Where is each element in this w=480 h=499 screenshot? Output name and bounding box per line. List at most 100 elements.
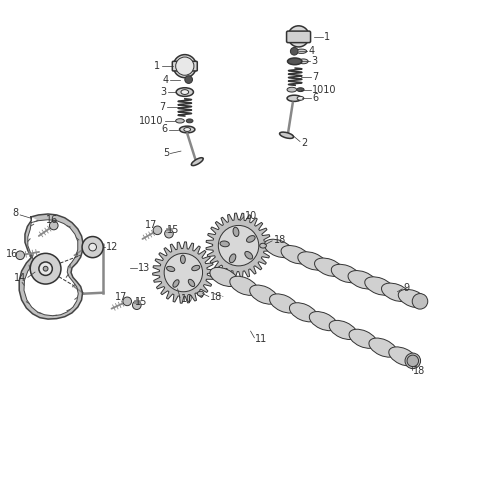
Circle shape — [164, 253, 203, 292]
Text: 6: 6 — [312, 93, 318, 103]
Ellipse shape — [230, 276, 258, 295]
Text: 15: 15 — [167, 226, 179, 236]
Text: 14: 14 — [13, 273, 26, 283]
Ellipse shape — [329, 320, 357, 339]
Ellipse shape — [186, 119, 193, 123]
Circle shape — [49, 221, 58, 230]
Text: 10: 10 — [245, 211, 257, 221]
Ellipse shape — [297, 88, 304, 92]
Ellipse shape — [184, 128, 191, 131]
Circle shape — [412, 293, 428, 309]
Text: 4: 4 — [309, 46, 315, 56]
Circle shape — [132, 301, 141, 309]
Ellipse shape — [382, 283, 410, 301]
Text: 1010: 1010 — [312, 85, 336, 95]
Ellipse shape — [296, 49, 307, 53]
Circle shape — [173, 54, 196, 78]
Ellipse shape — [173, 280, 179, 287]
Text: 18: 18 — [274, 235, 286, 245]
Ellipse shape — [264, 239, 293, 257]
Text: 4: 4 — [163, 74, 169, 84]
Text: 3: 3 — [160, 87, 167, 97]
Ellipse shape — [287, 87, 297, 92]
Ellipse shape — [233, 227, 239, 237]
Text: 5: 5 — [163, 149, 169, 159]
Ellipse shape — [270, 294, 298, 313]
Circle shape — [176, 57, 194, 75]
Polygon shape — [206, 213, 271, 278]
Ellipse shape — [287, 95, 301, 101]
Ellipse shape — [260, 243, 266, 248]
Ellipse shape — [188, 279, 195, 286]
Circle shape — [30, 253, 61, 284]
Ellipse shape — [349, 329, 377, 348]
Circle shape — [165, 230, 173, 238]
Text: 8: 8 — [12, 209, 18, 219]
Circle shape — [407, 355, 419, 367]
Ellipse shape — [197, 291, 204, 296]
Circle shape — [288, 26, 309, 47]
Circle shape — [123, 297, 132, 306]
Text: 7: 7 — [159, 102, 166, 112]
Circle shape — [89, 243, 96, 251]
Ellipse shape — [288, 58, 302, 65]
FancyBboxPatch shape — [172, 61, 197, 71]
Ellipse shape — [369, 338, 397, 357]
Text: 11: 11 — [255, 334, 268, 344]
Ellipse shape — [309, 311, 337, 331]
Text: 13: 13 — [138, 263, 150, 273]
Ellipse shape — [180, 255, 185, 263]
Ellipse shape — [180, 126, 195, 133]
Text: 18: 18 — [413, 366, 425, 376]
Circle shape — [39, 262, 52, 275]
Ellipse shape — [192, 265, 200, 270]
Text: 12: 12 — [106, 242, 118, 252]
Ellipse shape — [297, 96, 304, 100]
Ellipse shape — [314, 258, 343, 276]
Ellipse shape — [289, 303, 318, 322]
Text: 10: 10 — [181, 294, 193, 304]
Circle shape — [405, 353, 420, 369]
Text: 16: 16 — [46, 215, 58, 225]
Ellipse shape — [281, 246, 310, 264]
Text: 1: 1 — [154, 61, 160, 71]
Text: 15: 15 — [135, 297, 147, 307]
Text: 2: 2 — [301, 138, 307, 148]
Ellipse shape — [279, 132, 294, 138]
Ellipse shape — [181, 90, 189, 94]
Circle shape — [185, 76, 192, 83]
Text: 17: 17 — [145, 221, 157, 231]
Text: 18: 18 — [210, 291, 222, 301]
Polygon shape — [153, 242, 214, 303]
Ellipse shape — [299, 59, 308, 64]
Ellipse shape — [192, 158, 203, 166]
Ellipse shape — [389, 347, 417, 366]
Ellipse shape — [210, 267, 238, 286]
Circle shape — [82, 237, 103, 257]
Ellipse shape — [398, 289, 427, 308]
Ellipse shape — [250, 285, 278, 304]
Ellipse shape — [176, 119, 184, 123]
Ellipse shape — [176, 88, 193, 96]
Ellipse shape — [247, 236, 255, 243]
Text: 3: 3 — [311, 56, 317, 66]
Ellipse shape — [365, 277, 394, 295]
Text: 6: 6 — [161, 124, 167, 135]
Text: 7: 7 — [312, 72, 318, 82]
Circle shape — [290, 47, 298, 55]
Text: 16: 16 — [6, 250, 18, 259]
Text: 1: 1 — [324, 32, 330, 42]
Ellipse shape — [167, 266, 175, 271]
Circle shape — [16, 251, 24, 259]
Circle shape — [153, 226, 162, 235]
PathPatch shape — [19, 214, 83, 319]
Ellipse shape — [298, 252, 326, 270]
Text: 9: 9 — [403, 283, 409, 293]
Ellipse shape — [348, 270, 377, 289]
Ellipse shape — [220, 241, 229, 247]
Ellipse shape — [331, 264, 360, 283]
Text: 1010: 1010 — [139, 116, 163, 126]
Ellipse shape — [229, 254, 236, 262]
Ellipse shape — [245, 251, 252, 259]
Circle shape — [218, 226, 259, 266]
